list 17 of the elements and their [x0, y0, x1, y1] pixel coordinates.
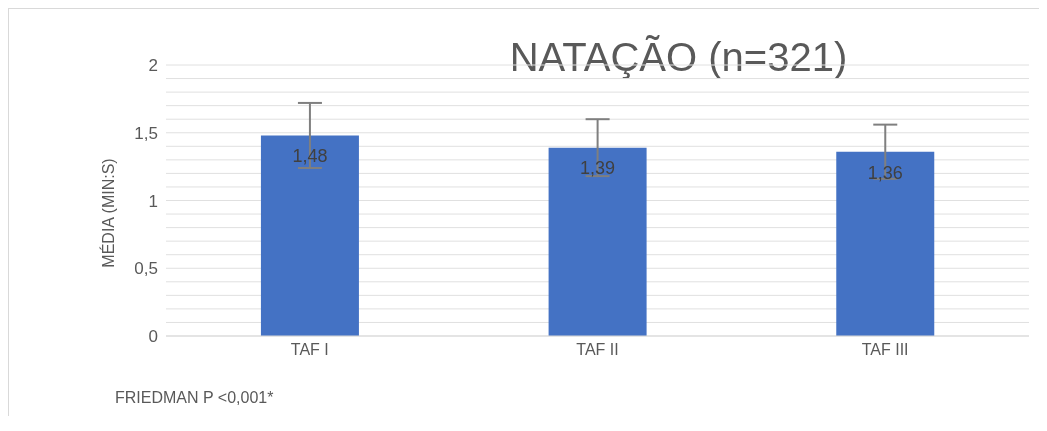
y-tick-label: 2 — [148, 56, 158, 76]
y-tick-label: 1,5 — [134, 123, 158, 143]
x-tick-label: TAF II — [576, 341, 619, 359]
text: FRIEDMAN P <0,001* — [115, 389, 274, 407]
data-label: 1,39 — [580, 158, 616, 179]
y-tick-label: 1 — [148, 191, 158, 211]
data-label: 1,36 — [867, 162, 903, 183]
bar — [260, 135, 359, 336]
x-tick-label: TAF III — [861, 341, 909, 359]
bar — [548, 147, 647, 336]
y-axis-title: MÉDIA (MIN:S) — [100, 158, 118, 268]
y-tick-label: 0 — [148, 327, 158, 347]
data-label: 1,48 — [292, 146, 328, 167]
chart-title: NATAÇÃO (n=321) — [508, 35, 849, 80]
bar — [836, 151, 935, 336]
x-tick-label: TAF I — [290, 341, 329, 359]
y-tick-label: 0,5 — [134, 259, 158, 279]
